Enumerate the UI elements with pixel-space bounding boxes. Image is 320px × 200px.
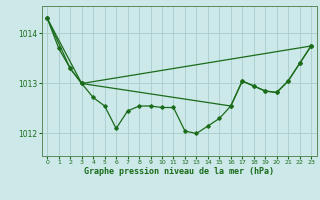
X-axis label: Graphe pression niveau de la mer (hPa): Graphe pression niveau de la mer (hPa) xyxy=(84,167,274,176)
